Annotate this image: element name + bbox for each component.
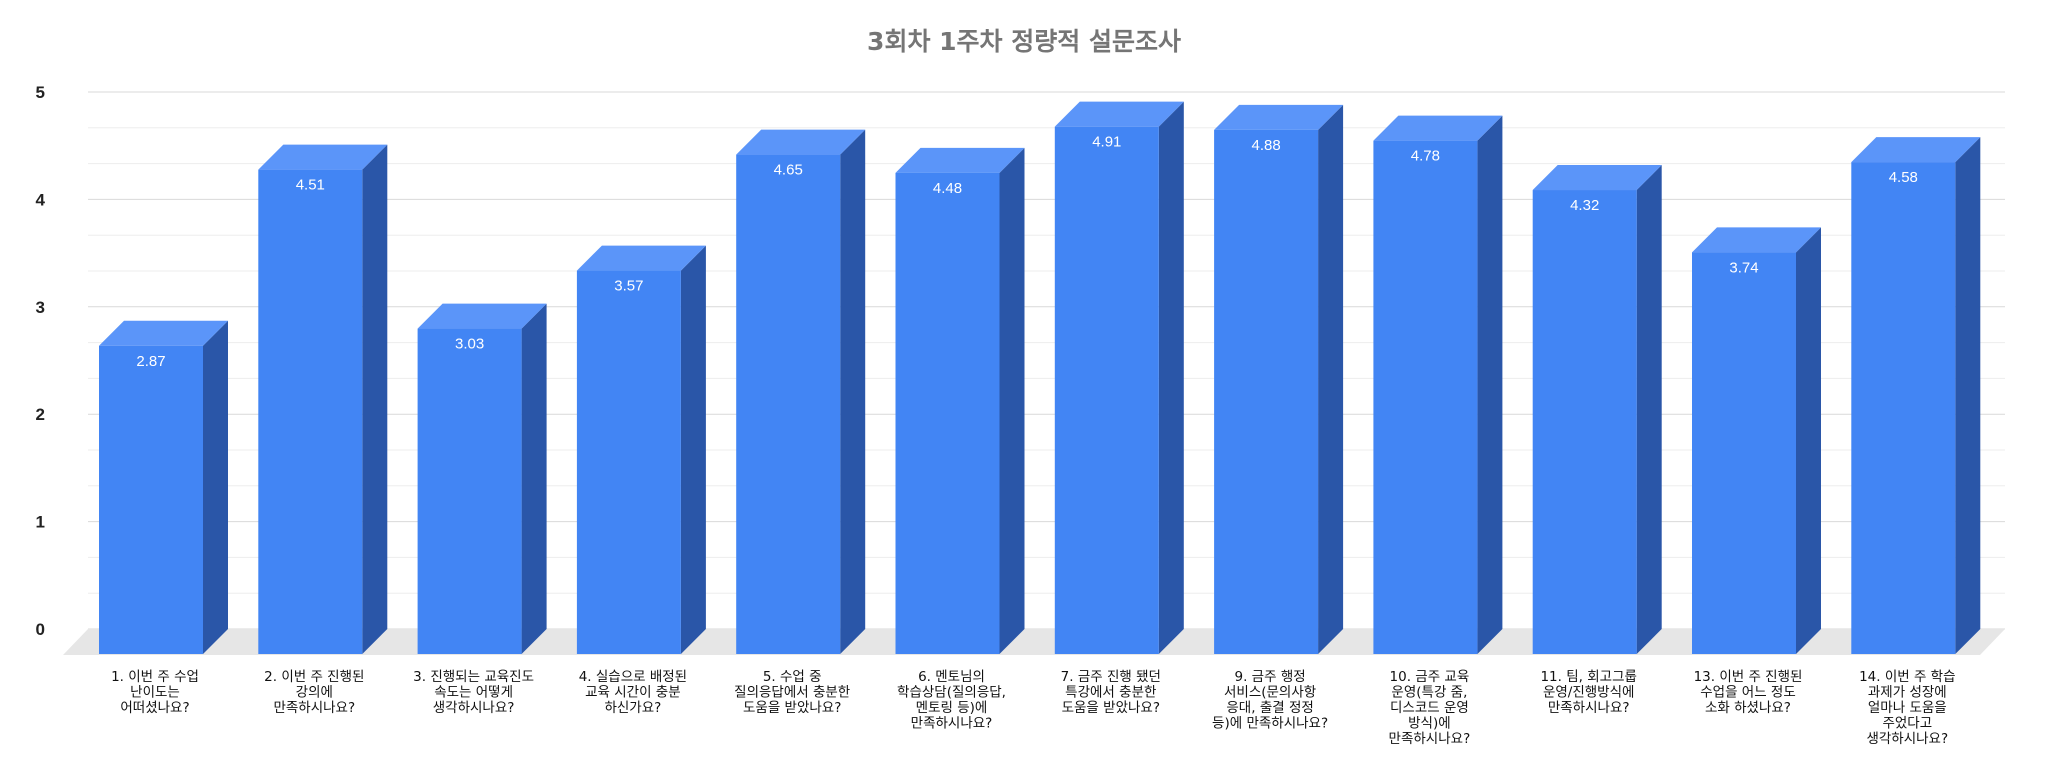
bar: 4.88 [1214,104,1344,654]
x-tick-label: 11. 팀, 회고그룹 운영/진행방식에 만족하시나요? [1540,669,1636,716]
data-label: 4.65 [774,162,803,179]
bar-side-face [521,303,547,654]
bar: 3.74 [1692,227,1821,654]
bar-side-face [999,147,1025,654]
bar-side-face [1955,137,1981,654]
bar-side-face [1477,115,1503,655]
chart-title: 3회차 1주차 정량적 설문조사 [867,27,1181,56]
bars: 2.87 4.51 3.03 3.57 4.65 4.48 4.91 4.88 4.78 4.32… [99,101,1981,655]
bar-top-face [417,303,547,329]
data-label: 2.87 [136,353,165,370]
bar: 3.57 [576,245,706,654]
x-tick-label: 4. 실습으로 배정된 교육 시간이 충분 하신가요? [579,669,687,716]
bar-side-face [1318,104,1344,654]
x-tick-label: 7. 금주 진행 됐던 특강에서 충분한 도움을 받았나요? [1061,669,1161,716]
data-label: 4.51 [296,177,325,194]
bar: 4.32 [1532,165,1662,655]
data-label: 4.91 [1092,134,1121,151]
bar-top-face [1373,115,1503,141]
y-tick-label: 4 [36,190,46,209]
bar-top-face [1692,227,1821,253]
x-tick-label: 9. 금주 행정 서비스(문의사항 응대, 출결 정정 등)에 만족하시나요? [1212,669,1328,732]
bar: 4.58 [1851,137,1981,654]
bar-front-face [258,169,363,654]
data-label: 3.03 [455,336,484,353]
data-label: 4.58 [1889,169,1918,186]
bar: 4.91 [1054,101,1184,654]
y-tick-label: 2 [36,405,45,424]
y-axis: 0 1 2 3 4 5 [36,83,46,639]
y-tick-label: 5 [36,83,45,102]
bar: 4.48 [895,147,1025,654]
bar-top-face [576,245,706,271]
chart-floor-plane [63,629,2005,655]
x-tick-label: 1. 이번 주 수업 난이도는 어떠셨나요? [111,669,199,716]
bar: 2.87 [99,320,228,654]
bar-front-face [736,154,841,654]
data-label: 4.32 [1570,197,1599,214]
bar-front-face [1532,190,1637,655]
data-label: 3.74 [1729,259,1758,276]
bar-front-face [1851,162,1956,654]
bar-side-face [1796,227,1821,654]
data-label: 3.57 [614,278,643,295]
bar-side-face [680,245,706,654]
x-tick-label: 3. 진행되는 교육진도 속도는 어떻게 생각하시나요? [413,669,534,716]
data-label: 4.78 [1411,148,1440,165]
bar-front-face [576,270,681,654]
bar-front-face [1692,252,1796,654]
bar-top-face [99,320,228,346]
x-tick-label: 6. 멘토님의 학습상담(질의응답, 멘토링 등)에 만족하시나요? [897,669,1006,732]
bar-top-face [1054,101,1184,127]
chart-floor [63,629,2005,655]
x-tick-label: 13. 이번 주 진행된 수업을 어느 정도 소화 하셨나요? [1694,669,1803,716]
bar: 3.03 [417,303,547,654]
bar-side-face [203,320,228,654]
bar-side-face [362,144,388,654]
x-tick-label: 2. 이번 주 진행된 강의에 만족하시나요? [264,669,364,716]
bar-front-face [895,172,1000,654]
bar-top-face [736,129,866,155]
bar-top-face [1214,104,1344,130]
bar-top-face [1532,165,1662,191]
bar-front-face [1373,140,1478,655]
bar-front-face [1054,126,1159,654]
x-tick-label: 10. 금주 교육 운영(특강 줌, 디스코드 운영 방식)에 만족하시나요? [1389,669,1471,747]
bar-top-face [258,144,388,170]
y-tick-label: 3 [36,298,45,317]
bar-front-face [99,345,203,654]
bar-side-face [840,129,866,655]
bar-top-face [895,147,1025,173]
bar-side-face [1636,165,1662,655]
y-tick-label: 1 [36,513,45,532]
data-label: 4.88 [1251,137,1280,154]
x-tick-label: 14. 이번 주 학습 과제가 성장에 얼마나 도움을 주었다고 생각하시나요? [1859,669,1955,747]
bar: 4.51 [258,144,388,654]
data-label: 4.48 [933,180,962,197]
bar-front-face [1214,129,1319,654]
bar-front-face [417,328,522,654]
bar: 4.65 [736,129,866,655]
bar-top-face [1851,137,1981,163]
bar: 4.78 [1373,115,1503,655]
y-tick-label: 0 [36,620,45,639]
x-axis: 1. 이번 주 수업 난이도는 어떠셨나요? 2. 이번 주 진행된 강의에 만족하시나요… [111,669,1955,747]
x-tick-label: 5. 수업 중 질의응답에서 충분한 도움을 받았나요? [734,669,850,716]
bar-side-face [1158,101,1184,654]
